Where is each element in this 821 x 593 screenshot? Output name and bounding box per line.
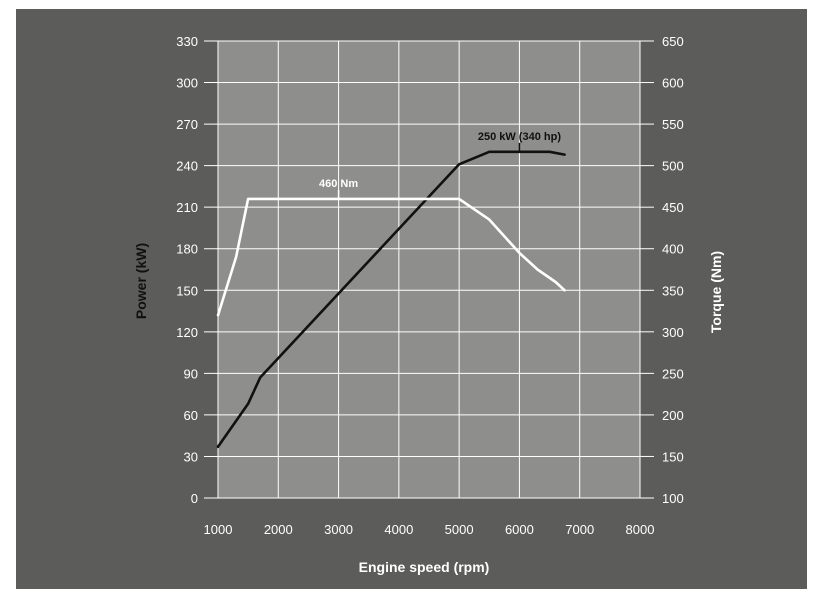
right-tick-label: 650 xyxy=(662,34,684,49)
right-tick-label: 450 xyxy=(662,200,684,215)
x-tick-label: 1000 xyxy=(204,522,233,537)
power-curve xyxy=(216,150,566,449)
left-tick-label: 120 xyxy=(176,325,198,340)
left-tick-label: 240 xyxy=(176,159,198,174)
right-tick-label: 550 xyxy=(662,117,684,132)
torque-curve xyxy=(216,197,566,317)
right-axis-ticks: 100 150 200 250 300 350 400 450 500 550 600 650 xyxy=(662,34,684,506)
left-tick-label: 270 xyxy=(176,117,198,132)
plot-area xyxy=(218,41,640,498)
left-tick-label: 180 xyxy=(176,242,198,257)
x-axis-title: Engine speed (rpm) xyxy=(359,559,490,575)
peak-power-label: 250 kW (340 hp) xyxy=(478,131,561,143)
x-tick-label: 7000 xyxy=(565,522,594,537)
grid xyxy=(204,40,654,499)
right-tick-label: 350 xyxy=(662,283,684,298)
right-tick-label: 600 xyxy=(662,76,684,91)
right-tick-label: 150 xyxy=(662,449,684,464)
right-tick-label: 200 xyxy=(662,408,684,423)
left-tick-label: 150 xyxy=(176,283,198,298)
left-tick-label: 0 xyxy=(191,491,198,506)
x-tick-label: 6000 xyxy=(505,522,534,537)
left-tick-label: 210 xyxy=(176,200,198,215)
right-axis-title: Torque (Nm) xyxy=(708,251,724,333)
right-tick-label: 300 xyxy=(662,325,684,340)
left-axis-title: Power (kW) xyxy=(133,243,149,319)
series-lines xyxy=(216,150,566,449)
right-tick-label: 500 xyxy=(662,159,684,174)
x-tick-label: 3000 xyxy=(324,522,353,537)
chart-frame: 1000 2000 3000 4000 5000 6000 7000 8000 0 30 60 90… xyxy=(16,9,807,589)
annotations: 250 kW (340 hp) 460 Nm xyxy=(319,131,561,199)
right-tick-label: 250 xyxy=(662,366,684,381)
x-tick-label: 5000 xyxy=(445,522,474,537)
left-tick-label: 330 xyxy=(176,34,198,49)
x-tick-label: 2000 xyxy=(264,522,293,537)
engine-performance-chart: 1000 2000 3000 4000 5000 6000 7000 8000 0 30 60 90… xyxy=(133,34,724,575)
right-tick-label: 100 xyxy=(662,491,684,506)
x-tick-label: 8000 xyxy=(626,522,655,537)
left-tick-label: 60 xyxy=(184,408,198,423)
left-tick-label: 300 xyxy=(176,76,198,91)
right-tick-label: 400 xyxy=(662,242,684,257)
x-tick-label: 4000 xyxy=(384,522,413,537)
left-tick-label: 30 xyxy=(184,449,198,464)
peak-torque-label: 460 Nm xyxy=(319,178,358,190)
left-axis-ticks: 0 30 60 90 120 150 180 210 240 270 300 330 xyxy=(176,34,198,506)
left-tick-label: 90 xyxy=(184,366,198,381)
x-axis-ticks: 1000 2000 3000 4000 5000 6000 7000 8000 xyxy=(204,522,655,537)
